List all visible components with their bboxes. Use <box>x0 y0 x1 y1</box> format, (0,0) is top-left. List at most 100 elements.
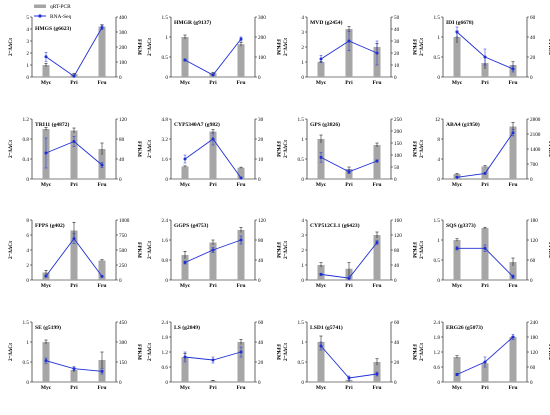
rna-seq-line <box>45 27 103 77</box>
panel-4: 0 0.5 1 1.5 0 20 40 60 2⁻ΔΔCt FPKM Myc Pri Fru IDI (g… <box>419 15 550 86</box>
bar-myc <box>181 357 189 382</box>
right-tick-label: 0 <box>530 177 533 183</box>
bar-pri <box>481 363 489 382</box>
panel-title: IDI (g6678) <box>446 19 474 26</box>
panel-title: ABA4 (g1950) <box>446 121 480 128</box>
panel-title: CYP512CL1 (g6423) <box>310 222 360 229</box>
left-tick-label: 1.8 <box>434 335 441 341</box>
category-label: Pri <box>70 283 78 289</box>
right-tick-label: 250 <box>119 263 127 269</box>
left-tick-label: 1.2 <box>434 350 441 356</box>
left-tick-label: 3.2 <box>162 137 169 143</box>
right-tick-label: 120 <box>530 350 538 356</box>
bar-fru <box>98 260 106 280</box>
category-label: Fru <box>236 80 245 86</box>
line-point-myc <box>183 355 187 359</box>
panel-title: HMGR (g9137) <box>174 19 211 26</box>
panel-1: 0 1 2 3 4 5 0 100 200 300 400 2⁻ΔΔCt FPKM Myc Pri Fru HM… <box>8 15 142 86</box>
left-tick-label: 1.5 <box>298 320 305 326</box>
right-tick-label: 50 <box>394 15 400 21</box>
bar-myc <box>317 342 325 382</box>
category-label: Fru <box>372 80 381 86</box>
right-tick-label: 0 <box>258 380 261 386</box>
category-label: Pri <box>209 80 217 86</box>
category-label: Myc <box>41 80 52 86</box>
left-tick-label: 0 <box>26 278 29 284</box>
left-tick-label: 4 <box>26 248 29 254</box>
category-label: Myc <box>180 182 191 188</box>
left-tick-label: 1 <box>26 63 29 69</box>
right-tick-label: 100 <box>258 55 266 61</box>
category-label: Myc <box>316 283 327 289</box>
category-label: Myc <box>316 385 327 391</box>
left-tick-label: 0.5 <box>298 360 305 366</box>
y-right-label: FPKM <box>411 242 417 258</box>
left-tick-label: 0 <box>437 380 440 386</box>
right-tick-label: 200 <box>258 35 266 41</box>
category-label: Pri <box>345 283 353 289</box>
left-tick-label: 4 <box>301 218 304 224</box>
right-tick-label: 20 <box>530 55 536 61</box>
right-tick-label: 120 <box>258 218 266 224</box>
category-label: Myc <box>41 385 52 391</box>
line-point-myc <box>455 246 459 250</box>
left-tick-label: 0 <box>301 278 304 284</box>
left-tick-label: 3 <box>301 30 304 36</box>
right-tick-label: 20 <box>394 51 400 57</box>
panel-title: LSD1 (g5741) <box>310 324 343 331</box>
right-tick-label: 0 <box>119 278 122 284</box>
right-tick-label: 100 <box>119 60 127 66</box>
left-tick-label: 1 <box>301 60 304 66</box>
left-tick-label: 1.5 <box>434 15 441 21</box>
right-tick-label: 300 <box>119 30 127 36</box>
line-point-fru <box>100 26 104 29</box>
left-tick-label: 2.4 <box>162 218 169 224</box>
right-tick-label: 150 <box>394 141 402 147</box>
right-tick-label: 20 <box>394 360 400 366</box>
left-tick-label: 5 <box>26 15 29 21</box>
bar-pri <box>70 130 78 179</box>
right-tick-label: 30 <box>394 39 400 45</box>
bar-fru <box>237 230 245 280</box>
line-point-pri <box>347 39 351 43</box>
y-left-label: 2⁻ΔΔCt <box>147 140 153 158</box>
rna-seq-line <box>184 38 242 76</box>
left-tick-label: 0 <box>26 177 29 183</box>
y-right-label: FPKM <box>411 39 417 55</box>
right-tick-label: 80 <box>258 238 264 244</box>
left-tick-label: 2 <box>301 45 304 51</box>
panel-title: ERG26 (g5073) <box>446 324 483 331</box>
legend-line-marker <box>38 14 42 18</box>
bar-myc <box>317 265 325 280</box>
bar-myc <box>181 37 189 77</box>
bar-myc <box>453 240 461 280</box>
right-tick-label: 0 <box>530 380 533 386</box>
category-label: Fru <box>508 182 517 188</box>
bar-fru <box>237 44 245 77</box>
category-label: Myc <box>452 385 463 391</box>
category-label: Pri <box>481 182 489 188</box>
right-tick-label: 0 <box>394 75 397 81</box>
panel-title: FPPS (g402) <box>35 222 65 229</box>
panel-title: SQS (g3373) <box>446 222 476 229</box>
line-point-fru <box>511 67 515 71</box>
right-tick-label: 0 <box>119 75 122 81</box>
left-tick-label: 0 <box>165 75 168 81</box>
line-point-myc <box>183 261 187 264</box>
left-tick-label: 0.4 <box>23 157 30 163</box>
left-tick-label: 1.6 <box>162 238 169 244</box>
line-point-myc <box>44 274 48 278</box>
right-tick-label: 30 <box>258 117 264 123</box>
y-left-label: 2⁻ΔΔCt <box>419 38 425 56</box>
left-tick-label: 4 <box>437 157 440 163</box>
category-label: Pri <box>481 80 489 86</box>
line-point-myc <box>44 151 48 155</box>
y-left-label: 2⁻ΔΔCt <box>283 343 289 361</box>
right-tick-label: 300 <box>119 340 127 346</box>
left-tick-label: 8 <box>26 218 29 224</box>
category-label: Myc <box>452 182 463 188</box>
line-point-pri <box>211 137 215 141</box>
left-tick-label: 0 <box>301 380 304 386</box>
left-tick-label: 0 <box>165 177 168 183</box>
left-tick-label: 1.5 <box>434 218 441 224</box>
